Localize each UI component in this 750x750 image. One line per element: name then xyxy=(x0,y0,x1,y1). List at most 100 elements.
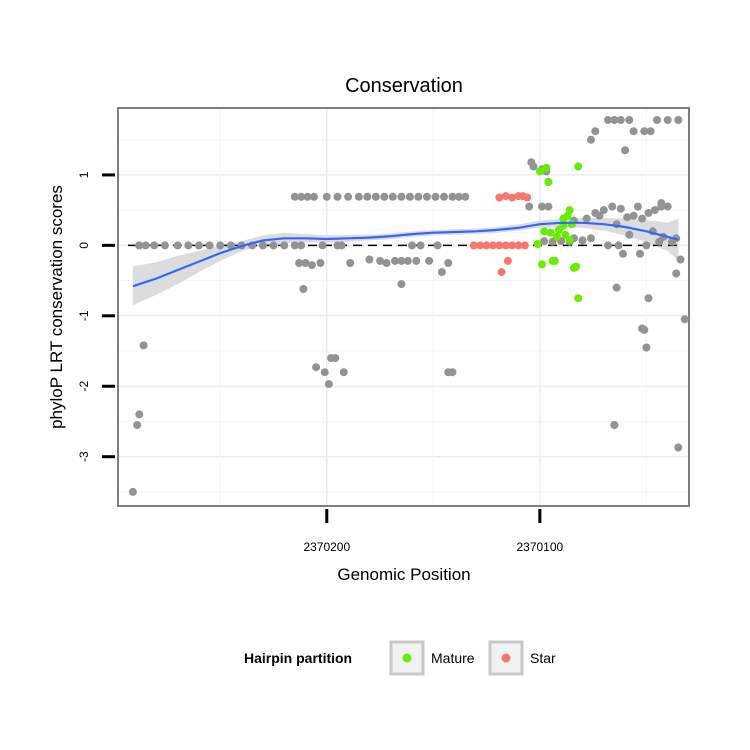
data-points xyxy=(128,116,689,496)
data-point-other xyxy=(307,261,316,270)
data-point-other xyxy=(290,192,299,201)
data-point-other xyxy=(629,127,638,136)
data-point-mature xyxy=(540,227,549,236)
data-point-other xyxy=(674,116,683,124)
data-point-other xyxy=(216,241,225,250)
data-point-other xyxy=(371,192,380,201)
data-point-other xyxy=(320,368,329,377)
data-point-other xyxy=(614,241,623,250)
data-point-other xyxy=(640,127,649,136)
data-point-star xyxy=(489,241,497,250)
data-point-other xyxy=(333,192,342,201)
data-point-mature xyxy=(533,240,542,248)
data-point-other xyxy=(623,213,632,222)
data-point-star xyxy=(501,192,510,201)
data-point-other xyxy=(437,268,446,277)
data-point-other xyxy=(226,241,235,250)
data-point-other xyxy=(625,230,634,239)
data-point-other xyxy=(425,256,434,265)
data-point-other xyxy=(646,127,655,136)
data-point-other xyxy=(310,192,318,201)
data-point-star xyxy=(503,256,512,265)
data-point-other xyxy=(346,259,355,267)
data-point-other xyxy=(205,241,214,250)
data-point-mature xyxy=(538,260,546,269)
data-point-other xyxy=(640,325,649,334)
data-point-star xyxy=(508,193,517,202)
data-point-other xyxy=(312,363,321,372)
data-point-other xyxy=(448,192,457,201)
data-point-star xyxy=(520,241,529,250)
data-point-other xyxy=(591,127,600,136)
data-point-other xyxy=(416,241,425,250)
data-point-other xyxy=(657,202,666,211)
data-point-star xyxy=(501,241,510,250)
data-point-mature xyxy=(574,162,583,171)
data-point-other xyxy=(324,380,333,389)
data-point-mature xyxy=(567,220,576,229)
data-point-mature xyxy=(550,256,559,265)
data-point-mature xyxy=(544,178,553,186)
data-point-other xyxy=(403,256,412,265)
data-point-mature xyxy=(546,228,555,237)
data-point-other xyxy=(173,241,182,250)
data-point-star xyxy=(495,193,504,202)
data-point-star xyxy=(482,241,491,250)
data-point-other xyxy=(376,256,385,265)
data-point-other xyxy=(629,211,638,220)
data-point-other xyxy=(318,241,327,250)
data-point-other xyxy=(339,368,348,377)
data-point-other xyxy=(448,368,457,377)
data-point-other xyxy=(644,294,653,303)
data-point-other xyxy=(382,259,391,267)
data-point-other xyxy=(672,269,681,278)
data-point-other xyxy=(616,204,625,213)
smooth-line xyxy=(132,221,679,288)
data-point-star xyxy=(497,268,506,277)
data-point-other xyxy=(663,202,672,211)
data-point-other xyxy=(644,209,653,217)
data-point-other xyxy=(636,249,644,258)
data-point-other xyxy=(454,192,463,201)
data-point-other xyxy=(440,192,448,201)
data-point-other xyxy=(431,192,440,201)
data-point-other xyxy=(674,443,683,452)
data-point-other xyxy=(676,255,685,264)
data-point-other xyxy=(303,192,312,201)
data-point-other xyxy=(625,116,634,124)
data-point-other xyxy=(184,241,193,250)
data-point-other xyxy=(544,202,553,211)
data-point-other xyxy=(608,202,617,211)
data-point-other xyxy=(290,241,299,250)
y-tick-label: -2 xyxy=(77,381,91,392)
legend-title: Hairpin partition xyxy=(244,650,352,666)
data-point-other xyxy=(344,192,353,201)
data-point-other xyxy=(160,241,169,250)
data-point-mature xyxy=(552,232,561,241)
y-tick-label: -1 xyxy=(77,310,91,321)
data-point-other xyxy=(610,116,619,124)
data-point-other xyxy=(258,241,267,250)
y-tick-label: -3 xyxy=(77,451,91,462)
data-point-other xyxy=(299,285,308,293)
data-point-other xyxy=(599,206,608,215)
data-point-other xyxy=(538,202,546,211)
data-point-other xyxy=(150,241,159,250)
y-axis: 1 0 -1 -2 -3 xyxy=(77,171,115,462)
data-point-star xyxy=(508,241,517,250)
data-point-other xyxy=(582,214,591,223)
data-point-other xyxy=(405,192,414,201)
data-point-other xyxy=(414,192,423,201)
data-point-other xyxy=(363,192,372,201)
data-point-other xyxy=(135,241,144,250)
x-tick-label: 2370200 xyxy=(303,540,350,554)
data-point-other xyxy=(529,162,538,171)
data-point-other xyxy=(297,241,306,250)
x-axis: 2370200 2370100 xyxy=(303,509,564,554)
data-point-star xyxy=(469,241,478,250)
x-axis-title: Genomic Position xyxy=(337,565,470,584)
data-point-mature xyxy=(535,167,544,176)
data-point-other xyxy=(642,241,651,250)
data-point-other xyxy=(433,241,442,250)
